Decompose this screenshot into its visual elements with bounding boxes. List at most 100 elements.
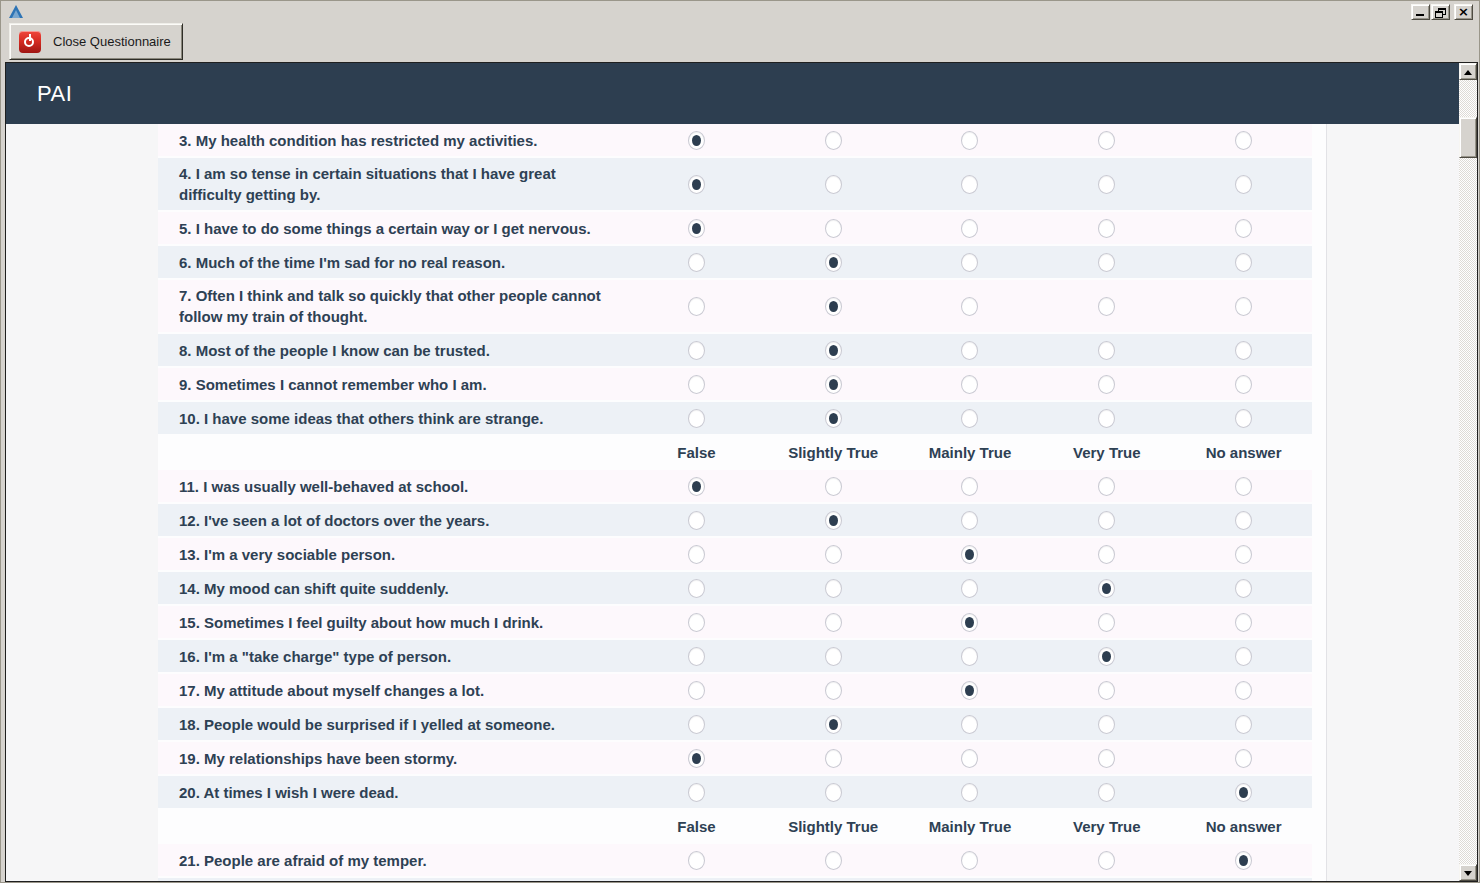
radio-q9-slightly-true[interactable] [825,375,842,394]
radio-q3-false[interactable] [688,131,705,150]
close-questionnaire-button[interactable]: Close Questionnaire [9,23,183,60]
radio-q5-slightly-true[interactable] [825,219,842,238]
radio-q17-very-true[interactable] [1098,681,1115,700]
radio-q9-very-true[interactable] [1098,375,1115,394]
radio-q9-false[interactable] [688,375,705,394]
radio-q5-mainly-true[interactable] [961,219,978,238]
radio-q6-mainly-true[interactable] [961,253,978,272]
radio-q4-false[interactable] [688,175,705,194]
radio-q15-mainly-true[interactable] [961,613,978,632]
radio-q12-no-answer[interactable] [1235,511,1252,530]
radio-q16-mainly-true[interactable] [961,647,978,666]
radio-q10-mainly-true[interactable] [961,409,978,428]
radio-q16-false[interactable] [688,647,705,666]
radio-q19-very-true[interactable] [1098,749,1115,768]
radio-q14-no-answer[interactable] [1235,579,1252,598]
radio-q19-mainly-true[interactable] [961,749,978,768]
close-window-button[interactable]: × [1454,4,1473,20]
radio-q6-slightly-true[interactable] [825,253,842,272]
radio-q15-false[interactable] [688,613,705,632]
radio-q21-slightly-true[interactable] [825,851,842,870]
radio-q16-slightly-true[interactable] [825,647,842,666]
radio-q13-no-answer[interactable] [1235,545,1252,564]
radio-q18-false[interactable] [688,715,705,734]
vertical-scrollbar[interactable] [1459,63,1477,881]
radio-q19-slightly-true[interactable] [825,749,842,768]
radio-q15-no-answer[interactable] [1235,613,1252,632]
radio-q17-no-answer[interactable] [1235,681,1252,700]
radio-q13-false[interactable] [688,545,705,564]
radio-q9-no-answer[interactable] [1235,375,1252,394]
radio-q11-false[interactable] [688,477,705,496]
radio-q17-mainly-true[interactable] [961,681,978,700]
radio-q4-no-answer[interactable] [1235,175,1252,194]
radio-q12-very-true[interactable] [1098,511,1115,530]
radio-q7-mainly-true[interactable] [961,297,978,316]
minimize-button[interactable] [1411,4,1430,20]
radio-q6-very-true[interactable] [1098,253,1115,272]
radio-q10-very-true[interactable] [1098,409,1115,428]
radio-q10-no-answer[interactable] [1235,409,1252,428]
radio-q21-very-true[interactable] [1098,851,1115,870]
radio-q13-slightly-true[interactable] [825,545,842,564]
radio-q8-false[interactable] [688,341,705,360]
radio-q3-no-answer[interactable] [1235,131,1252,150]
radio-q4-slightly-true[interactable] [825,175,842,194]
radio-q17-false[interactable] [688,681,705,700]
radio-q13-mainly-true[interactable] [961,545,978,564]
radio-q12-false[interactable] [688,511,705,530]
radio-q14-false[interactable] [688,579,705,598]
radio-q8-no-answer[interactable] [1235,341,1252,360]
radio-q8-mainly-true[interactable] [961,341,978,360]
radio-q16-very-true[interactable] [1098,647,1115,666]
radio-q6-no-answer[interactable] [1235,253,1252,272]
radio-q21-false[interactable] [688,851,705,870]
radio-q21-no-answer[interactable] [1235,851,1252,870]
radio-q7-slightly-true[interactable] [825,297,842,316]
radio-q19-false[interactable] [688,749,705,768]
radio-q16-no-answer[interactable] [1235,647,1252,666]
radio-q19-no-answer[interactable] [1235,749,1252,768]
radio-q4-very-true[interactable] [1098,175,1115,194]
scroll-down-button[interactable] [1459,864,1477,881]
radio-q18-no-answer[interactable] [1235,715,1252,734]
radio-q5-no-answer[interactable] [1235,219,1252,238]
restore-button[interactable] [1431,4,1450,20]
radio-q6-false[interactable] [688,253,705,272]
radio-q3-slightly-true[interactable] [825,131,842,150]
radio-q12-mainly-true[interactable] [961,511,978,530]
radio-q7-very-true[interactable] [1098,297,1115,316]
radio-q11-no-answer[interactable] [1235,477,1252,496]
radio-q8-very-true[interactable] [1098,341,1115,360]
radio-q17-slightly-true[interactable] [825,681,842,700]
radio-q20-slightly-true[interactable] [825,783,842,802]
radio-q11-mainly-true[interactable] [961,477,978,496]
radio-q20-no-answer[interactable] [1235,783,1252,802]
radio-q7-false[interactable] [688,297,705,316]
radio-q11-very-true[interactable] [1098,477,1115,496]
radio-q8-slightly-true[interactable] [825,341,842,360]
radio-q5-false[interactable] [688,219,705,238]
radio-q14-mainly-true[interactable] [961,579,978,598]
radio-q15-very-true[interactable] [1098,613,1115,632]
scrollbar-thumb[interactable] [1459,117,1477,158]
radio-q10-false[interactable] [688,409,705,428]
radio-q12-slightly-true[interactable] [825,511,842,530]
radio-q14-very-true[interactable] [1098,579,1115,598]
radio-q4-mainly-true[interactable] [961,175,978,194]
radio-q3-very-true[interactable] [1098,131,1115,150]
radio-q20-mainly-true[interactable] [961,783,978,802]
radio-q18-mainly-true[interactable] [961,715,978,734]
radio-q20-very-true[interactable] [1098,783,1115,802]
radio-q3-mainly-true[interactable] [961,131,978,150]
radio-q7-no-answer[interactable] [1235,297,1252,316]
radio-q14-slightly-true[interactable] [825,579,842,598]
radio-q15-slightly-true[interactable] [825,613,842,632]
radio-q9-mainly-true[interactable] [961,375,978,394]
radio-q20-false[interactable] [688,783,705,802]
radio-q18-very-true[interactable] [1098,715,1115,734]
radio-q21-mainly-true[interactable] [961,851,978,870]
radio-q10-slightly-true[interactable] [825,409,842,428]
radio-q18-slightly-true[interactable] [825,715,842,734]
radio-q13-very-true[interactable] [1098,545,1115,564]
